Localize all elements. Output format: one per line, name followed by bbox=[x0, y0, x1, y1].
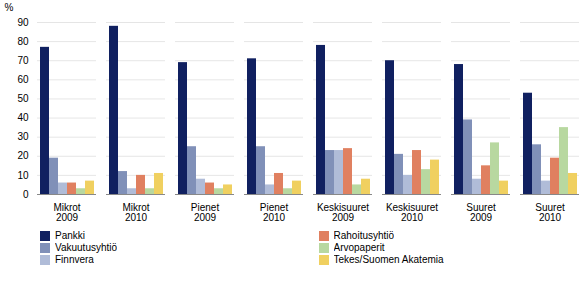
svg-text:60: 60 bbox=[17, 74, 29, 85]
svg-text:Mikrot2010: Mikrot2010 bbox=[122, 202, 149, 223]
svg-text:Suuret2010: Suuret2010 bbox=[535, 202, 565, 223]
html-text:Arvopaperit: Arvopaperit bbox=[333, 242, 385, 253]
svg-text:0: 0 bbox=[23, 189, 29, 200]
svg-text:70: 70 bbox=[17, 55, 29, 66]
html-text:Pankki: Pankki bbox=[55, 230, 85, 241]
svg-text:90: 90 bbox=[17, 17, 29, 28]
svg-text:10: 10 bbox=[17, 170, 29, 181]
svg-text:50: 50 bbox=[17, 93, 29, 104]
html-text:Rahoitusyhtiö: Rahoitusyhtiö bbox=[333, 230, 395, 241]
svg-text:Keskisuuret2010: Keskisuuret2010 bbox=[386, 202, 438, 223]
html-text:Finnvera: Finnvera bbox=[55, 254, 94, 265]
svg-text:80: 80 bbox=[17, 36, 29, 47]
svg-text:Keskisuuret2009: Keskisuuret2009 bbox=[317, 202, 369, 223]
svg-text:Pienet2009: Pienet2009 bbox=[191, 202, 220, 223]
svg-text:Suuret2009: Suuret2009 bbox=[466, 202, 496, 223]
svg-text:20: 20 bbox=[17, 150, 29, 161]
svg-text:%: % bbox=[5, 2, 14, 13]
svg-text:30: 30 bbox=[17, 131, 29, 142]
svg-text:40: 40 bbox=[17, 112, 29, 123]
html-text:Tekes/Suomen Akatemia: Tekes/Suomen Akatemia bbox=[333, 254, 444, 265]
svg-text:Mikrot2009: Mikrot2009 bbox=[53, 202, 80, 223]
html-text:Vakuutusyhtiö: Vakuutusyhtiö bbox=[55, 242, 118, 253]
svg-text:Pienet2010: Pienet2010 bbox=[260, 202, 289, 223]
